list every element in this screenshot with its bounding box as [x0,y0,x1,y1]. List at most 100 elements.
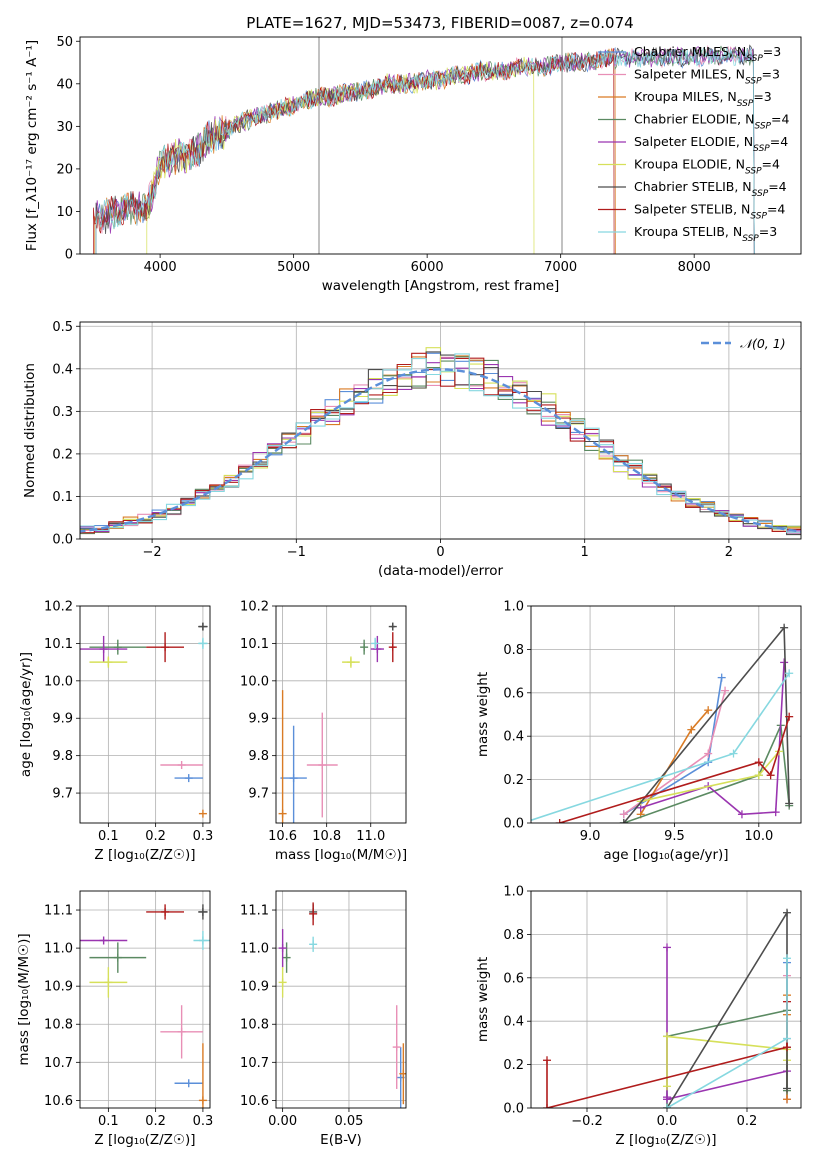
legend-subscript: SSP [753,144,770,154]
y-tick-label: 0.1 [52,490,73,505]
axes-frame [530,890,802,1109]
x-tick-label: 0.0 [657,1114,678,1129]
x-axis-label: Z [log₁₀(Z/Z☉)] [94,1132,195,1148]
x-tick-label: 8000 [678,260,711,275]
y-tick-label: 0.8 [503,643,524,658]
legend-entry-chabrier-elodie: Chabrier ELODIE, NSSP=4 [634,112,789,132]
point-chabrier-stelib [198,904,208,920]
series-kroupa-elodie [663,1032,791,1091]
series-line [531,672,790,822]
y-tick-label: 10.1 [240,637,269,652]
spectrum-line-kroupa-stelib [95,46,755,254]
series-line [623,722,790,823]
y-tick-label: 1.0 [503,600,524,615]
point-kroupa-miles [278,690,287,823]
x-axis-label: age [log₁₀(age/yr)] [603,847,728,863]
point-chabrier-elodie [89,942,147,973]
legend-label: Chabrier MILES, N [634,44,746,59]
y-tick-label: 10.8 [44,1018,73,1033]
legend-label: Salpeter STELIB, N [634,202,750,217]
x-tick-label: 0.1 [98,1114,119,1129]
plot-area [531,623,794,823]
y-tick-label: 10.2 [240,600,269,615]
y-tick-label: 10.0 [240,674,269,689]
legend-label: Kroupa ELODIE, N [634,157,745,172]
plot-area [543,908,791,1108]
legend-subscript: SSP [754,122,771,132]
y-tick-label: 50 [56,35,73,50]
point-chabrier-stelib [388,622,397,631]
y-tick-label: 11.0 [240,942,269,957]
plot-area [80,347,801,536]
point-salpeter-elodie [80,635,128,663]
y-tick-label: 10.2 [44,600,73,615]
weight-vs-metallicity-panel: −0.2 0.0 0.2 0.0 0.2 0.4 0.6 0.8 1.0 Z [log₁₀(Z/Z… [475,885,802,1148]
axes-frame [275,605,407,824]
spectrum-panel: 4000 5000 6000 7000 8000 0 10 20 30 40 50 wavelengt… [24,35,802,294]
point-salpeter-stelib [309,902,318,926]
y-tick-label: 0.2 [503,1058,524,1073]
legend-count: =3 [759,224,777,239]
x-tick-label: 0.3 [193,829,214,844]
x-tick-label: 2 [725,545,733,560]
point-chabrier-miles [174,774,203,783]
point-salpeter-miles [160,1005,203,1059]
x-tick-label: 0.2 [737,1114,758,1129]
legend-count: =3 [763,44,781,59]
histogram-kroupa-stelib [80,353,801,533]
legend-entry-kroupa-elodie: Kroupa ELODIE, NSSP=4 [634,157,780,177]
legend-count: =4 [768,179,786,194]
y-axis-label: mass weight [475,672,491,757]
x-tick-label: 4000 [144,260,177,275]
y-tick-label: 10.9 [240,980,269,995]
legend-label: Salpeter MILES, N [634,67,745,82]
y-tick-label: 0.8 [503,928,524,943]
legend-subscript: SSP [745,167,762,177]
point-salpeter-elodie [370,635,384,663]
x-tick-label: 6000 [411,260,444,275]
plot-area [278,622,397,823]
legend-count: =4 [767,202,785,217]
x-tick-label: 11.0 [356,829,385,844]
point-kroupa-elodie [89,656,128,668]
legend-subscript: SSP [746,54,763,64]
legend-count: =3 [753,89,771,104]
y-axis-label: Flux [f_λ10⁻¹⁷ erg cm⁻² s⁻¹ A⁻¹] [24,40,40,251]
point-kroupa-stelib [193,930,210,951]
series-line [559,716,790,823]
y-tick-label: 10.8 [240,1018,269,1033]
y-axis-label: mass weight [475,957,491,1042]
x-tick-label: 0.05 [334,1114,363,1129]
y-axis-label: Normed distribution [22,363,38,498]
x-tick-label: 0.1 [98,829,119,844]
y-tick-label: 10.9 [44,980,73,995]
y-tick-label: 9.9 [52,712,73,727]
axes-frame [79,321,802,540]
point-kroupa-elodie [278,967,287,998]
legend-subscript: SSP [742,234,759,244]
plot-area [93,37,755,254]
legend-entry-kroupa-miles: Kroupa MILES, NSSP=3 [634,89,772,109]
x-tick-label: 9.0 [580,829,601,844]
y-tick-label: 0.0 [503,1102,524,1117]
y-tick-label: 11.1 [44,904,73,919]
point-salpeter-miles [160,761,203,770]
point-salpeter-miles [392,1005,401,1089]
weight-vs-age-panel: 9.0 9.5 10.0 0.0 0.2 0.4 0.6 0.8 1.0 age [log₁₀(a… [475,600,802,863]
y-tick-label: 9.8 [248,749,269,764]
y-tick-label: 20 [56,162,73,177]
legend-entry-salpeter-elodie: Salpeter ELODIE, NSSP=4 [634,134,788,154]
point-kroupa-stelib [198,637,208,650]
axes-frame [275,890,407,1109]
legend-label: Kroupa MILES, N [634,89,737,104]
series-salpeter-stelib [555,712,794,823]
y-tick-label: 11.0 [44,942,73,957]
point-salpeter-stelib [388,632,397,663]
x-axis-label: Z [log₁₀(Z/Z☉)] [615,1132,716,1148]
point-chabrier-elodie [360,639,369,655]
series-chabrier-stelib [619,623,794,823]
legend-entry-chabrier-miles: Chabrier MILES, NSSP=3 [634,44,781,64]
legend-entry-kroupa-stelib: Kroupa STELIB, NSSP=3 [634,224,777,244]
x-tick-label: 0.00 [268,1114,297,1129]
